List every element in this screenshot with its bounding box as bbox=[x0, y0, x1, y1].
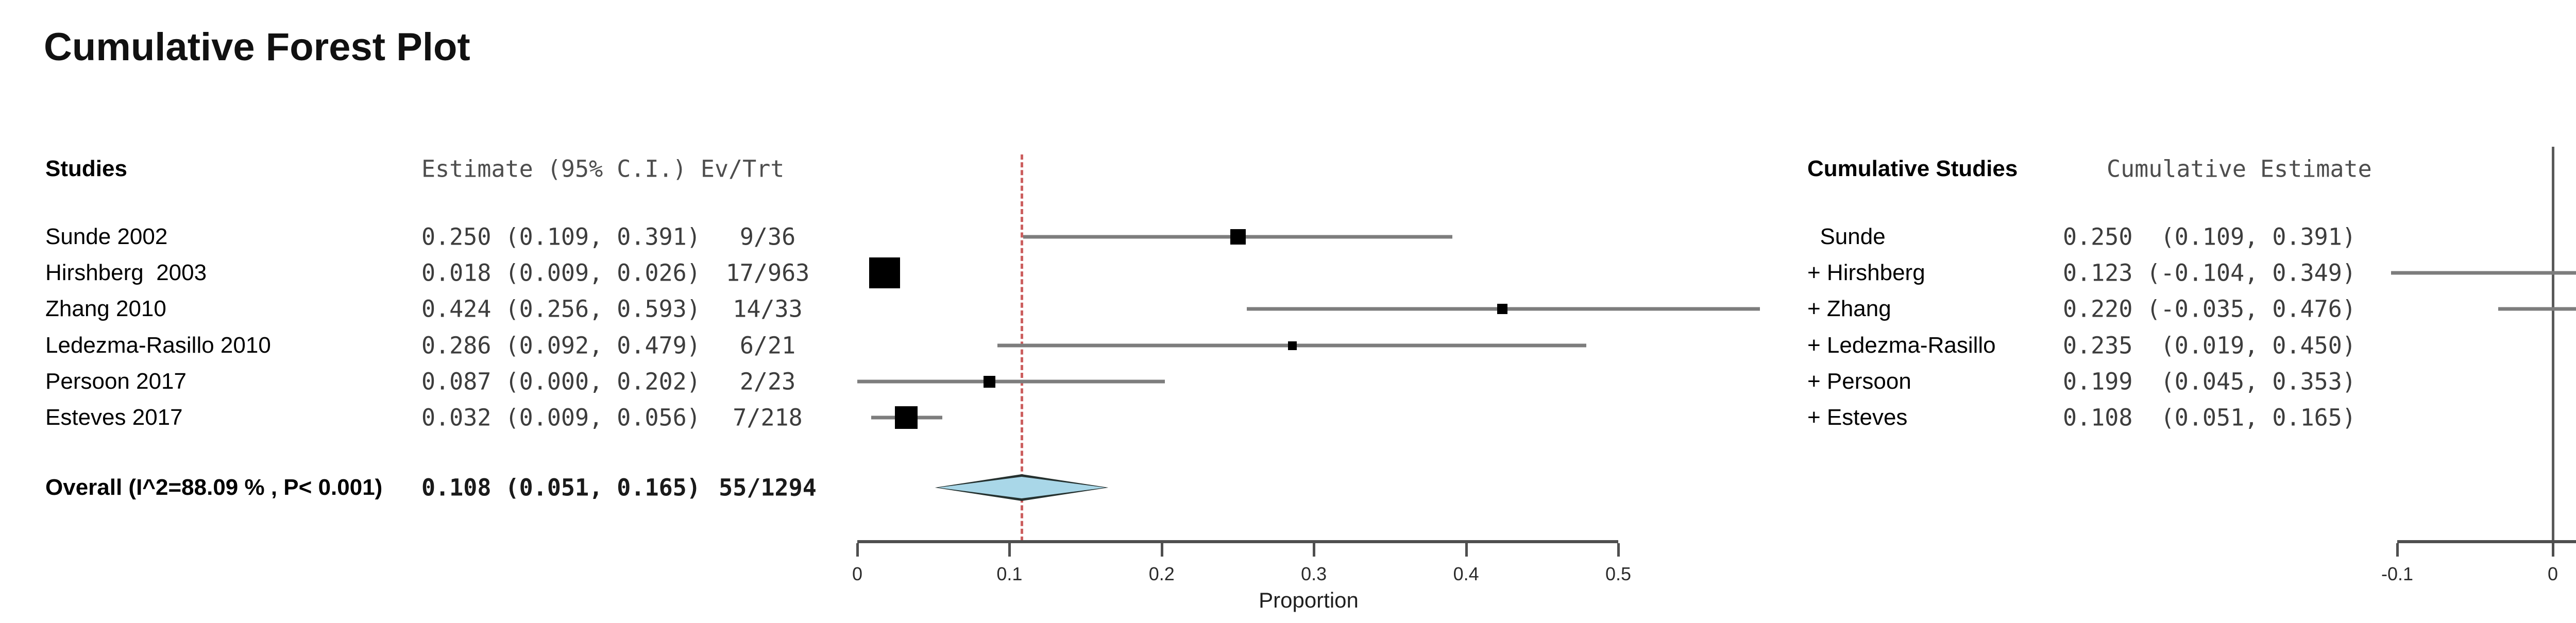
study-row-evtrt: 6/21 bbox=[739, 332, 796, 359]
estimate-square bbox=[869, 257, 901, 288]
study-row-evtrt: 7/218 bbox=[733, 404, 803, 431]
study-row-label: Persoon 2017 bbox=[45, 369, 187, 394]
axis-tick bbox=[1160, 543, 1163, 557]
overall-estimate: 0.108 (0.051, 0.165) bbox=[421, 474, 701, 501]
axis-tick bbox=[1617, 543, 1620, 557]
axis-line bbox=[2397, 540, 2576, 543]
axis-tick bbox=[856, 543, 859, 557]
summary-diamond-fill bbox=[938, 477, 1106, 498]
estimate-square bbox=[1230, 229, 1246, 245]
study-row-evtrt: 17/963 bbox=[725, 259, 810, 287]
study-row-label: Zhang 2010 bbox=[45, 296, 166, 321]
estimate-square bbox=[1497, 304, 1508, 314]
column-header-studies: Studies bbox=[45, 156, 127, 181]
study-row-estimate: 0.250 (0.109, 0.391) bbox=[2063, 223, 2356, 251]
study-row-estimate: 0.250 (0.109, 0.391) bbox=[421, 223, 701, 251]
overall-label: Overall (I^2=88.09 % , P< 0.001) bbox=[45, 475, 383, 500]
reference-line bbox=[1021, 154, 1024, 542]
study-row-label: Sunde 2002 bbox=[45, 224, 168, 249]
study-row-estimate: 0.424 (0.256, 0.593) bbox=[421, 295, 701, 323]
axis-tick-label: 0.1 bbox=[996, 563, 1023, 584]
study-row-estimate: 0.032 (0.009, 0.056) bbox=[421, 404, 701, 431]
zero-line bbox=[2552, 147, 2554, 542]
plot-title: Cumulative Forest Plot bbox=[44, 25, 470, 69]
study-row-label: + Esteves bbox=[1807, 405, 1908, 430]
axis-tick-label: 0.5 bbox=[1605, 563, 1632, 584]
column-header-estimate: Estimate (95% C.I.) Ev/Trt bbox=[421, 155, 785, 183]
axis-tick-label: 0.4 bbox=[1453, 563, 1479, 584]
axis-tick-label: 0.3 bbox=[1301, 563, 1327, 584]
axis-line bbox=[857, 540, 1618, 543]
ci-line bbox=[857, 379, 1165, 384]
study-row-label: + Zhang bbox=[1807, 296, 1891, 321]
study-row-label: Hirshberg 2003 bbox=[45, 260, 207, 285]
axis-tick bbox=[1008, 543, 1011, 557]
ci-line bbox=[2391, 271, 2576, 275]
estimate-square bbox=[1288, 341, 1297, 350]
axis-tick bbox=[1313, 543, 1316, 557]
study-row-label: + Persoon bbox=[1807, 369, 1911, 394]
study-row-evtrt: 14/33 bbox=[733, 295, 803, 323]
study-row-label: + Ledezma-Rasillo bbox=[1807, 333, 1996, 358]
study-row-label: Sunde bbox=[1807, 224, 1886, 249]
study-row-estimate: 0.286 (0.092, 0.479) bbox=[421, 332, 701, 359]
axis-tick-label: 0 bbox=[852, 563, 863, 584]
axis-tick bbox=[2552, 543, 2554, 557]
study-row-estimate: 0.220 (-0.035, 0.476) bbox=[2063, 295, 2356, 323]
summary-diamond bbox=[935, 474, 1109, 501]
axis-tick-label: 0.2 bbox=[1148, 563, 1175, 584]
axis-tick bbox=[1465, 543, 1468, 557]
axis-title: Proportion bbox=[1259, 588, 1359, 612]
study-row-label: Ledezma-Rasillo 2010 bbox=[45, 333, 271, 358]
study-row-label: + Hirshberg bbox=[1807, 260, 1925, 285]
study-row-estimate: 0.087 (0.000, 0.202) bbox=[421, 368, 701, 395]
axis-tick-label: -0.1 bbox=[2381, 563, 2414, 584]
overall-evtrt: 55/1294 bbox=[719, 474, 817, 501]
study-row-estimate: 0.108 (0.051, 0.165) bbox=[2063, 404, 2356, 431]
column-header-estimate: Cumulative Estimate bbox=[2107, 155, 2372, 183]
estimate-square bbox=[984, 375, 996, 388]
column-header-studies: Cumulative Studies bbox=[1807, 156, 2018, 181]
study-row-estimate: 0.018 (0.009, 0.026) bbox=[421, 259, 701, 287]
ci-line bbox=[2498, 307, 2576, 311]
study-row-evtrt: 9/36 bbox=[739, 223, 796, 251]
study-row-estimate: 0.199 (0.045, 0.353) bbox=[2063, 368, 2356, 395]
study-row-label: Esteves 2017 bbox=[45, 405, 183, 430]
study-row-estimate: 0.123 (-0.104, 0.349) bbox=[2063, 259, 2356, 287]
study-row-estimate: 0.235 (0.019, 0.450) bbox=[2063, 332, 2356, 359]
axis-tick bbox=[2396, 543, 2399, 557]
study-row-evtrt: 2/23 bbox=[739, 368, 796, 395]
estimate-square bbox=[894, 406, 918, 429]
axis-tick-label: 0 bbox=[2547, 563, 2558, 584]
